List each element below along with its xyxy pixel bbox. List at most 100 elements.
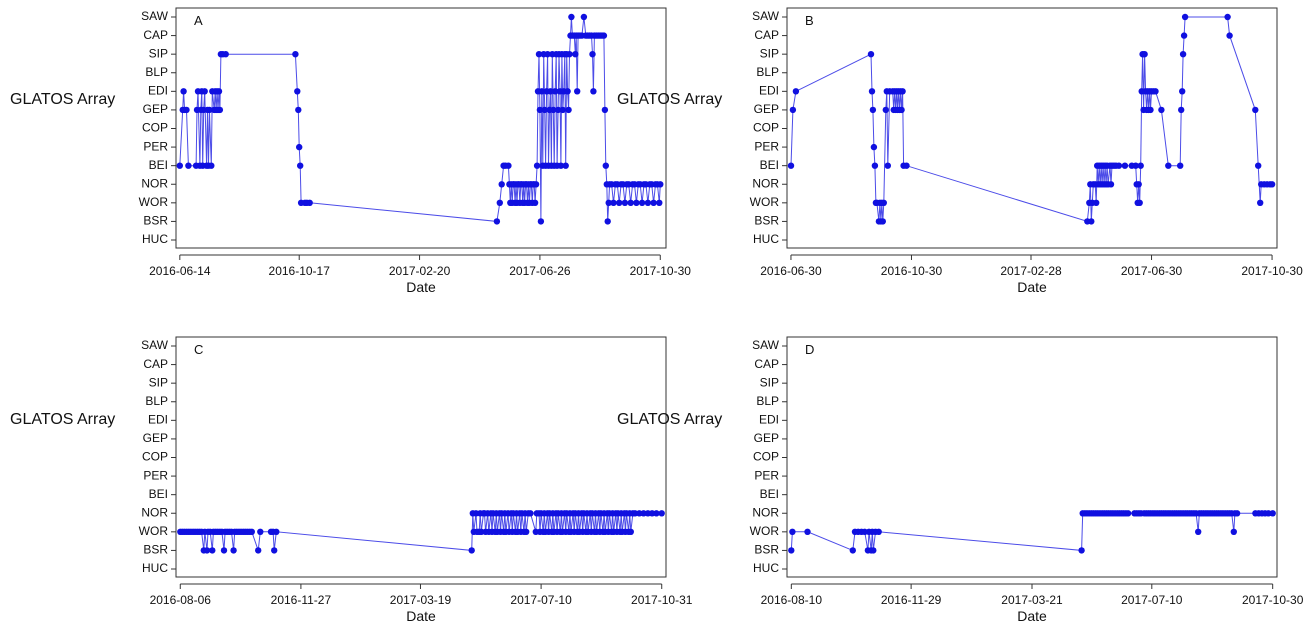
y-tick-label: EDI xyxy=(759,84,779,98)
data-point xyxy=(656,199,663,206)
y-axis-title: GLATOS Array xyxy=(10,91,115,108)
data-point xyxy=(869,106,877,114)
y-tick-label: EDI xyxy=(148,84,168,98)
data-point xyxy=(788,547,795,554)
data-point xyxy=(292,51,299,58)
y-tick-label: PER xyxy=(754,468,779,482)
data-point xyxy=(1088,218,1095,225)
y-tick-label: BEI xyxy=(149,158,168,172)
data-point xyxy=(537,218,545,225)
plot-frame xyxy=(786,336,1278,578)
data-point xyxy=(222,51,229,58)
y-axis-title: GLATOS Array xyxy=(617,411,722,428)
series-line xyxy=(180,512,662,551)
data-point xyxy=(505,162,512,169)
y-tick-label: BSR xyxy=(143,543,168,557)
x-axis-title: Date xyxy=(406,279,436,295)
y-tick-label: COP xyxy=(142,450,168,464)
y-tick-label: GEP xyxy=(143,102,168,116)
x-tick-label: 2017-06-26 xyxy=(509,264,571,278)
data-point xyxy=(787,162,795,169)
data-point xyxy=(493,218,501,225)
y-tick-label: WOR xyxy=(750,195,780,209)
x-tick-label: 2017-07-10 xyxy=(1121,593,1183,607)
y-axis-title: GLATOS Array xyxy=(10,411,115,428)
y-tick-label: COP xyxy=(753,450,779,464)
y-tick-label: SIP xyxy=(149,46,168,60)
data-point xyxy=(880,199,887,206)
data-point xyxy=(523,528,530,535)
x-tick-label: 2017-10-31 xyxy=(631,593,693,607)
data-point xyxy=(550,106,557,114)
data-point xyxy=(604,218,611,225)
data-point xyxy=(538,88,545,95)
y-tick-label: PER xyxy=(143,468,168,482)
y-tick-label: NOR xyxy=(141,176,168,190)
y-tick-label: BLP xyxy=(145,65,168,79)
y-tick-label: GEP xyxy=(754,102,779,116)
y-tick-label: SIP xyxy=(760,46,779,60)
data-point xyxy=(559,106,566,114)
data-point xyxy=(257,528,264,535)
panel-label: C xyxy=(194,342,203,357)
data-point xyxy=(255,547,262,554)
data-point xyxy=(230,547,237,554)
y-tick-label: NOR xyxy=(752,176,779,190)
data-point xyxy=(789,106,797,114)
y-tick-label: WOR xyxy=(139,195,169,209)
data-point xyxy=(601,106,609,114)
y-tick-label: HUC xyxy=(142,561,168,575)
data-point xyxy=(183,106,190,114)
panel-b: HUC BSR WOR NOR BEI PER COP GEP EDI BLP SIP CAP SAW 2… xyxy=(617,7,1303,295)
data-point xyxy=(1121,162,1129,169)
y-tick-label: GEP xyxy=(754,431,779,445)
data-point xyxy=(650,199,657,206)
data-point xyxy=(536,106,544,114)
data-point xyxy=(1137,162,1144,169)
y-tick-label: HUC xyxy=(753,232,779,246)
data-point xyxy=(1132,162,1139,169)
data-point xyxy=(541,106,548,114)
data-point xyxy=(176,162,183,169)
data-point xyxy=(527,510,534,517)
data-point xyxy=(1224,13,1231,21)
data-point xyxy=(1107,181,1115,188)
data-point xyxy=(468,547,475,554)
y-tick-label: COP xyxy=(753,121,779,135)
y-tick-label: BSR xyxy=(754,214,779,228)
data-point xyxy=(627,199,634,206)
data-point xyxy=(271,547,278,554)
data-point xyxy=(1179,51,1187,58)
y-tick-label: NOR xyxy=(141,505,168,519)
panel-c: HUC BSR WOR NOR BEI PER COP GEP EDI BLP SIP CAP SAW 2… xyxy=(10,336,693,624)
x-tick-label: 2016-08-06 xyxy=(150,593,212,607)
data-point xyxy=(1181,13,1189,21)
data-point xyxy=(216,106,224,114)
data-point xyxy=(552,88,559,95)
data-point xyxy=(600,32,608,39)
data-point xyxy=(627,528,634,535)
data-point xyxy=(1269,510,1276,517)
data-point xyxy=(849,547,856,554)
data-point xyxy=(792,88,800,95)
data-point xyxy=(296,143,303,151)
data-point xyxy=(1115,162,1123,169)
data-point xyxy=(574,88,581,95)
data-point xyxy=(1230,528,1238,535)
data-point xyxy=(789,528,796,535)
data-point xyxy=(547,88,554,95)
y-tick-label: SAW xyxy=(141,338,169,352)
panel-label: A xyxy=(194,13,203,28)
y-tick-label: PER xyxy=(754,139,779,153)
x-tick-label: 2016-06-14 xyxy=(149,264,211,278)
data-point xyxy=(658,510,665,517)
data-point xyxy=(1078,547,1085,554)
data-point xyxy=(532,181,540,188)
data-point xyxy=(638,199,646,206)
data-point xyxy=(531,199,539,206)
y-tick-label: CAP xyxy=(143,28,168,42)
data-point xyxy=(633,199,640,206)
y-tick-label: BEI xyxy=(760,487,779,501)
data-point xyxy=(498,181,505,188)
